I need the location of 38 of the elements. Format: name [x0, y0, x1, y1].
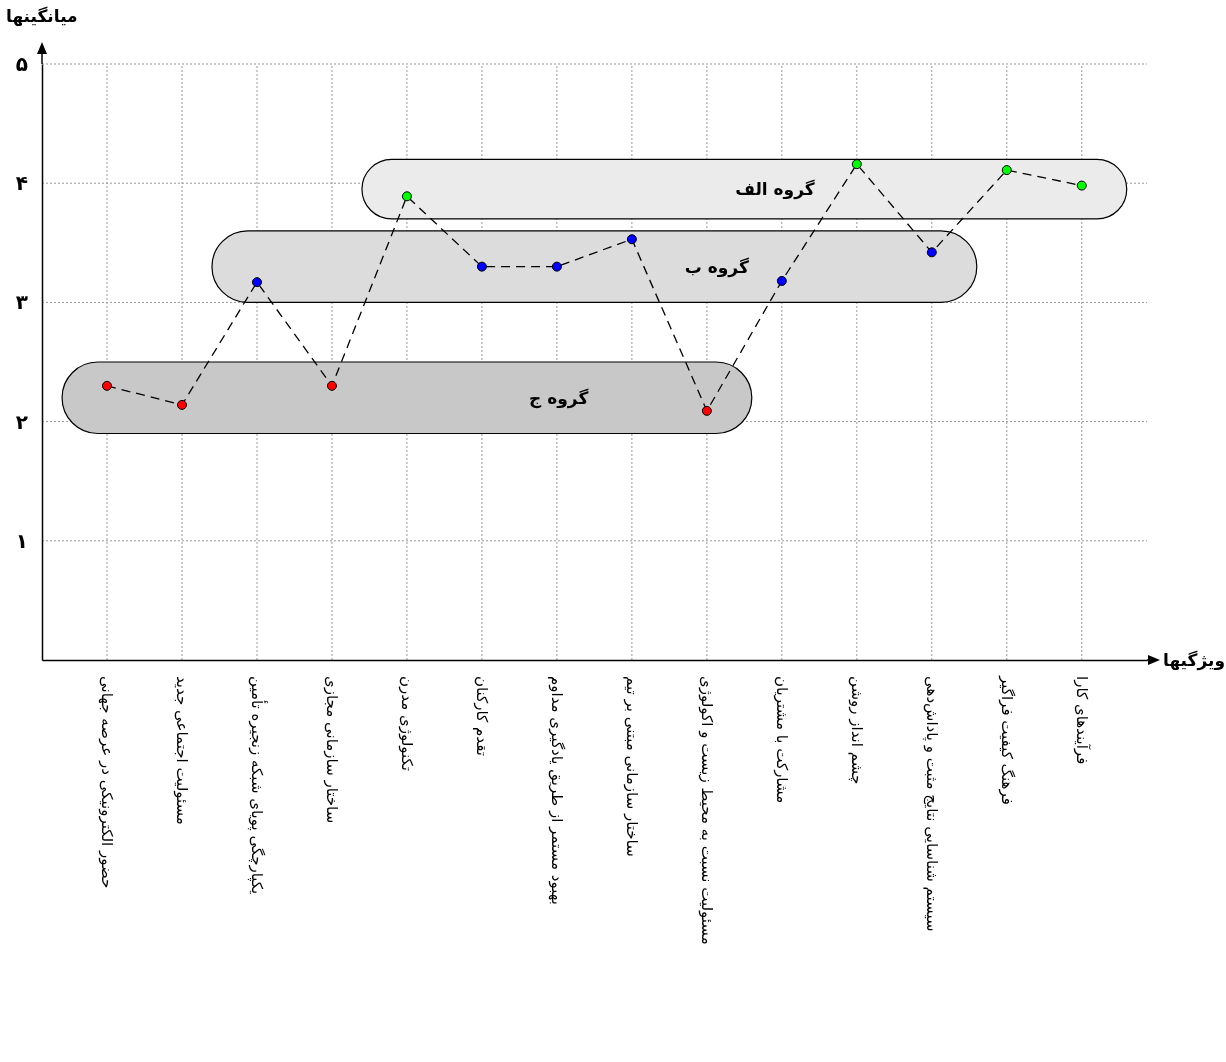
- point: [1076, 180, 1087, 191]
- band-label: گروه ب: [684, 256, 749, 278]
- x-tick-label: ساختار سازمانی مجازی: [322, 676, 341, 824]
- x-axis-title: ویژگیها: [1163, 650, 1225, 671]
- y-tick-label: ۲: [15, 409, 28, 434]
- x-tick-label: مسئولیت نسبت به محیط زیست و اکولوژی: [697, 676, 716, 945]
- band-label: گروه الف: [735, 179, 815, 201]
- y-axis-title: میانگینها: [6, 6, 78, 27]
- x-tick-label: تکنولوژی مدرن: [397, 676, 416, 771]
- point: [102, 380, 113, 391]
- x-tick-label: بهبود مستمر از طریق یادگیری مداوم: [547, 676, 566, 905]
- x-tick-label: فرهنگ کیفیت فراگیر: [997, 675, 1016, 805]
- x-tick-label: مشارکت با مشتریان: [772, 676, 791, 804]
- band-label: گروه ج: [529, 387, 589, 409]
- x-tick-label: ساختار سازمانی مبتنی بر تیم: [622, 676, 641, 857]
- y-tick-label: ۴: [15, 171, 28, 196]
- x-tick-label: سیستم شناسایی نتایج مثبت و پاداش‌دهی: [921, 676, 941, 932]
- point: [701, 405, 712, 416]
- y-tick-label: ۱: [15, 528, 28, 553]
- point: [926, 247, 937, 258]
- point: [326, 380, 337, 391]
- point: [851, 159, 862, 170]
- x-tick-label: چشم انداز روشن: [847, 676, 866, 785]
- point: [251, 277, 262, 288]
- point: [1001, 165, 1012, 176]
- x-tick-label: تقدم کارکنان: [472, 676, 491, 756]
- y-tick-label: ۳: [15, 290, 28, 315]
- point: [626, 234, 637, 245]
- point: [476, 261, 487, 272]
- x-tick-label: حضور الکترونیکی در عرصه جهانی: [97, 676, 116, 889]
- point: [551, 261, 562, 272]
- point: [176, 399, 187, 410]
- point: [401, 191, 412, 202]
- x-tick-label: فرآیندهای کارا: [1072, 676, 1091, 765]
- point: [776, 275, 787, 286]
- x-tick-label: یکپارچگی پویای شبکه زنجیره تأمین: [246, 676, 268, 895]
- x-tick-label: مسئولیت اجتماعی جدید: [172, 676, 191, 825]
- y-tick-label: ۵: [15, 51, 28, 76]
